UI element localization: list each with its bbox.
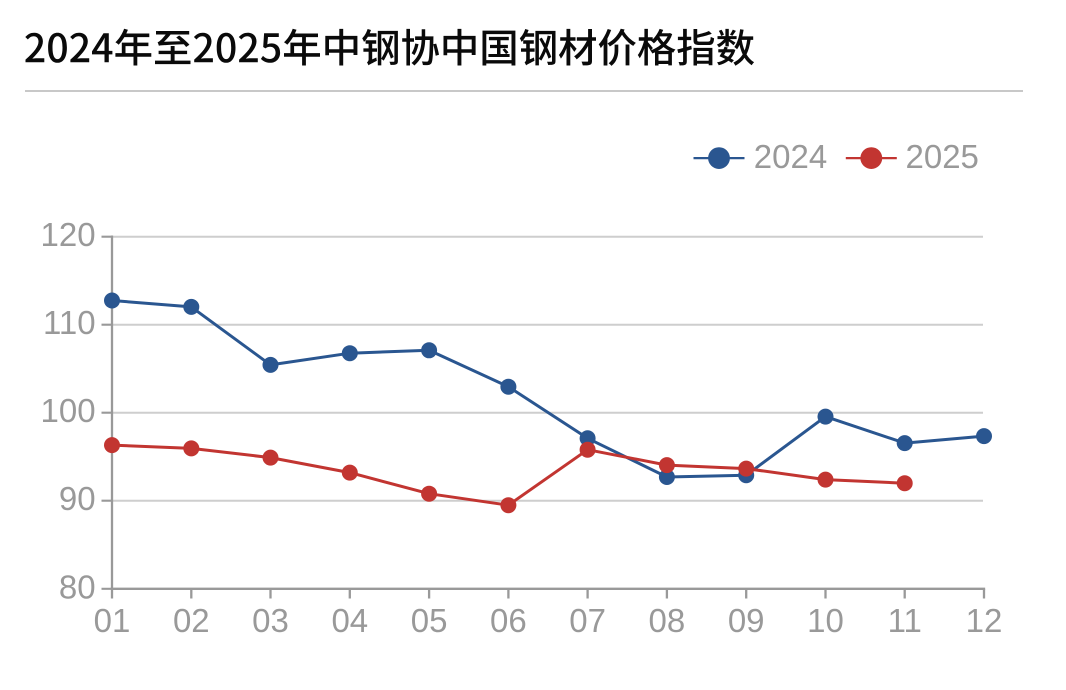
svg-text:09: 09 [728,602,765,639]
svg-text:03: 03 [252,602,289,639]
svg-text:100: 100 [41,392,96,429]
svg-text:80: 80 [59,568,96,605]
svg-text:08: 08 [649,602,686,639]
svg-text:04: 04 [331,602,368,639]
svg-text:2025: 2025 [906,138,979,175]
svg-text:06: 06 [490,602,527,639]
svg-text:01: 01 [94,602,131,639]
svg-text:05: 05 [411,602,448,639]
svg-text:2024: 2024 [754,138,827,175]
svg-text:11: 11 [888,602,922,639]
svg-text:10: 10 [807,602,844,639]
svg-text:110: 110 [43,304,96,341]
svg-text:02: 02 [173,602,210,639]
svg-text:120: 120 [41,216,96,253]
svg-text:12: 12 [966,602,1003,639]
svg-text:07: 07 [569,602,606,639]
svg-text:90: 90 [59,480,96,517]
